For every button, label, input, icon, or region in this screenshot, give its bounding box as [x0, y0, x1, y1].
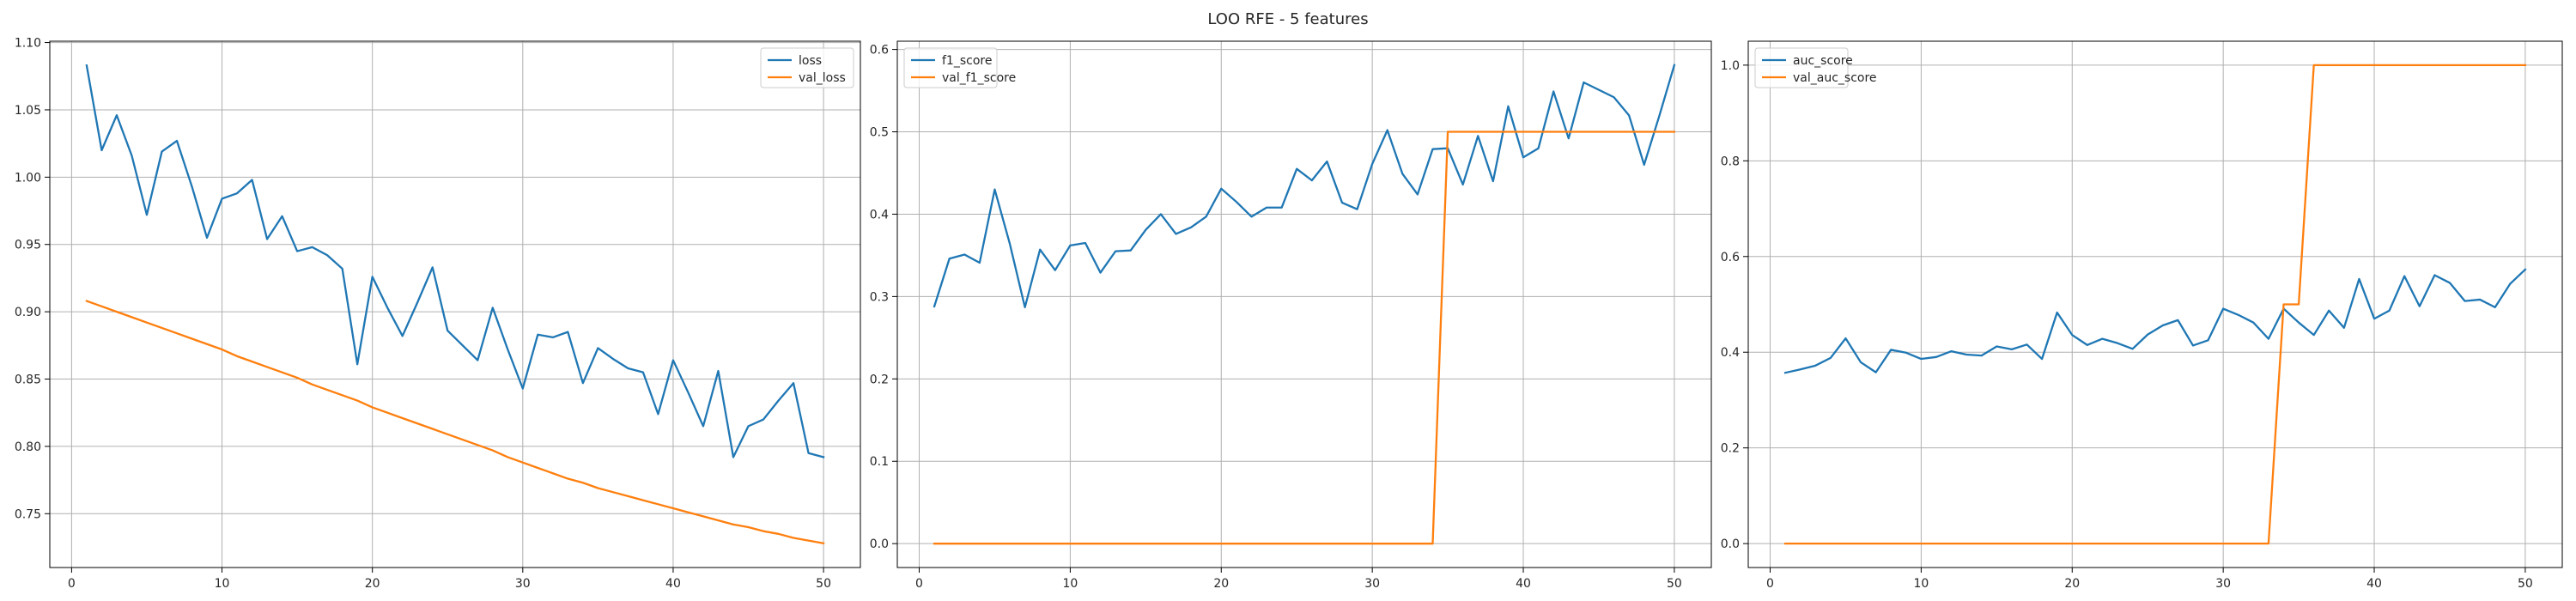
chart-1-ytick-label-4: 0.95 [15, 239, 41, 252]
chart-1-xtick-label-5: 50 [816, 577, 831, 591]
chart-3-xtick-label-0: 0 [1766, 577, 1774, 591]
chart-3-legend-label-val_auc_score: val_auc_score [1793, 71, 1877, 85]
chart-2-ytick-label-0: 0.0 [870, 537, 889, 551]
chart-2-series-val_f1_score [933, 131, 1676, 545]
chart-3-ytick-label-2: 0.4 [1721, 346, 1740, 360]
chart-2-xtick-label-5: 50 [1667, 577, 1682, 591]
chart-1-xtick-label-4: 40 [665, 577, 681, 591]
chart-1-frame [49, 40, 861, 568]
chart-2-legend: f1_score val_f1_score [903, 47, 1016, 88]
charts-container: 0 10 20 30 40 500.750.800.850.900.951.001.051… [15, 37, 2563, 591]
chart-2-ytick-label-6: 0.6 [870, 44, 889, 58]
chart-2-xtick-label-1: 10 [1062, 577, 1078, 591]
figure-title: LOO RFE - 5 features [1207, 10, 1368, 28]
chart-1-ytick-label-7: 1.10 [15, 37, 41, 51]
chart-2: 0 10 20 30 40 50 0.0 0.1 0.2 0.3 0.4 0.5 0.6 f1_score… [870, 40, 1712, 591]
chart-2-xtick-label-2: 20 [1213, 577, 1229, 591]
chart-1-ytick-label-2: 0.85 [15, 373, 41, 387]
chart-3-legend-label-auc_score: auc_score [1793, 54, 1853, 68]
chart-1-ytick-label-1: 0.80 [15, 440, 41, 454]
chart-3-xtick-label-2: 20 [2064, 577, 2080, 591]
chart-1-xtick-label-0: 0 [68, 577, 76, 591]
chart-2-ytick-label-1: 0.1 [870, 455, 889, 469]
chart-3-ytick-label-4: 0.8 [1721, 155, 1740, 168]
chart-3-xtick-label-5: 50 [2518, 577, 2533, 591]
chart-1-ytick-label-6: 1.05 [15, 104, 41, 118]
chart-3: 0 10 20 30 40 50 0.0 0.2 0.4 0.6 0.8 1.0 auc_scoreva… [1721, 40, 2563, 591]
chart-3-xtick-label-1: 10 [1913, 577, 1929, 591]
chart-1-ytick-label-3: 0.90 [15, 306, 41, 319]
chart-1-ytick-label-5: 1.00 [15, 171, 41, 185]
chart-2-ytick-label-2: 0.2 [870, 373, 889, 386]
chart-3-series-auc_score [1783, 268, 2527, 374]
chart-1-legend-label-loss: loss [799, 54, 822, 68]
chart-3-ytick-label-3: 0.6 [1721, 251, 1740, 264]
chart-3-frame [1747, 40, 2563, 568]
chart-3-legend: auc_score val_auc_score [1754, 47, 1877, 88]
chart-3-xtick-label-3: 30 [2215, 577, 2231, 591]
chart-1-ytick-label-0: 0.75 [15, 507, 41, 521]
chart-1-xtick-label-1: 10 [215, 577, 230, 591]
chart-1-xtick-label-3: 30 [515, 577, 531, 591]
chart-3-ytick-label-0: 0.0 [1721, 537, 1740, 551]
chart-2-legend-label-f1_score: f1_score [942, 54, 992, 68]
chart-3-ytick-label-1: 0.2 [1721, 442, 1740, 456]
chart-3-ytick-label-5: 1.0 [1721, 59, 1740, 73]
chart-1-legend-label-val_loss: val_loss [799, 71, 846, 85]
chart-1-legend: loss val_loss [760, 47, 854, 88]
chart-2-frame [896, 40, 1712, 568]
chart-2-xtick-label-4: 40 [1516, 577, 1531, 591]
chart-1-series-val_loss [85, 300, 825, 545]
chart-3-xtick-label-4: 40 [2366, 577, 2382, 591]
chart-2-ytick-label-3: 0.3 [870, 290, 889, 304]
chart-2-legend-label-val_f1_score: val_f1_score [942, 71, 1016, 85]
chart-2-series-f1_score [933, 64, 1676, 309]
chart-1-xtick-label-2: 20 [365, 577, 380, 591]
chart-2-xtick-label-0: 0 [915, 577, 923, 591]
chart-2-ytick-label-5: 0.5 [870, 126, 889, 140]
chart-3-series-val_auc_score [1783, 64, 2527, 545]
chart-1: 0 10 20 30 40 50 0.75 0.80 0.85 0.90 0.95 1.00 1.05 1… [15, 37, 861, 591]
chart-2-ytick-label-4: 0.4 [870, 208, 889, 222]
chart-1-series-loss [85, 64, 825, 458]
chart-2-xtick-label-3: 30 [1364, 577, 1380, 591]
